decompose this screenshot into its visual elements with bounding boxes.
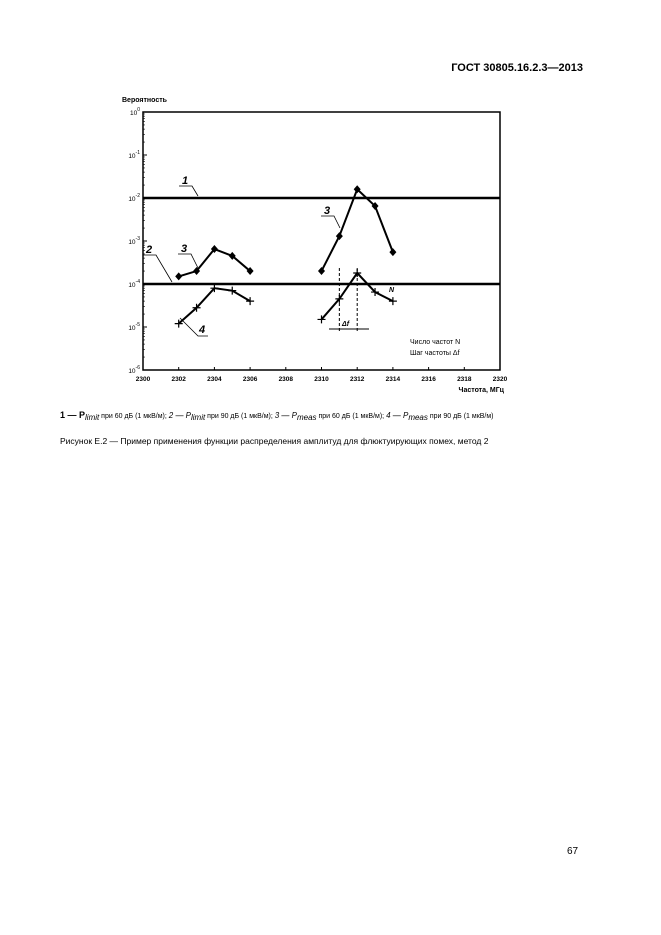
x-tick-label: 2306 bbox=[243, 376, 258, 383]
series-4-point bbox=[388, 297, 397, 306]
series-4-point bbox=[246, 297, 255, 306]
legend-3: 3 — P bbox=[274, 411, 297, 420]
series-3-point bbox=[318, 267, 325, 276]
callout-3a: 3 bbox=[181, 243, 187, 255]
x-tick-label: 2302 bbox=[171, 376, 186, 383]
y-tick-label: 10-2 bbox=[128, 193, 140, 203]
series-4-point bbox=[371, 288, 380, 297]
x-tick-label: 2320 bbox=[493, 376, 508, 383]
x-tick-label: 2308 bbox=[279, 376, 294, 383]
note-n: Число частот N bbox=[410, 339, 460, 346]
y-tick-label: 10-6 bbox=[128, 365, 140, 375]
legend-1-sub: limit bbox=[85, 413, 100, 423]
y-tick-label: 10-4 bbox=[128, 279, 140, 289]
series-3-point bbox=[175, 272, 183, 281]
callout-3b: 3 bbox=[324, 205, 330, 217]
callout-1: 1 bbox=[182, 175, 188, 187]
legend-4-sub: meas bbox=[408, 413, 428, 423]
x-tick-label: 2316 bbox=[421, 376, 436, 383]
legend-1: 1 — P bbox=[60, 410, 86, 420]
series-3-point bbox=[371, 202, 379, 211]
legend-3-sub: meas bbox=[296, 413, 317, 423]
legend-1-text: при 60 дБ (1 мкВ/м); bbox=[99, 413, 169, 420]
x-tick-label: 2300 bbox=[136, 376, 151, 383]
callout-1-leader bbox=[179, 185, 199, 197]
x-tick-label: 2304 bbox=[207, 376, 222, 383]
series-4-point bbox=[174, 319, 183, 328]
callout-3b-leader bbox=[321, 215, 341, 229]
probability-chart: Вероятность Частота, МГц 2300 2302 2304 2306 2… bbox=[122, 97, 508, 394]
callout-4: 4 bbox=[198, 324, 205, 336]
series-3-point bbox=[353, 185, 361, 194]
y-tick-label: 10-5 bbox=[128, 322, 140, 332]
note-df: Шаг частоты Δf bbox=[410, 350, 460, 357]
df-label: Δf bbox=[341, 321, 350, 328]
y-tick-label: 10-3 bbox=[128, 236, 140, 246]
series-4-point bbox=[317, 315, 326, 324]
callout-2-leader bbox=[143, 254, 173, 283]
legend-2-text: при 90 дБ (1 мкВ/м); bbox=[205, 413, 275, 420]
y-tick-label: 100 bbox=[130, 107, 140, 117]
series-3-point bbox=[228, 251, 236, 260]
series-3-point bbox=[210, 245, 218, 254]
series-4-point bbox=[228, 286, 237, 295]
x-tick-label: 2312 bbox=[350, 376, 365, 383]
series-4-point bbox=[192, 303, 201, 312]
callout-3a-leader bbox=[178, 253, 199, 269]
series-3-point bbox=[389, 248, 397, 257]
page-number: 67 bbox=[567, 846, 579, 857]
plot-frame bbox=[142, 111, 501, 371]
figure-legend: 1 — Plimit при 60 дБ (1 мкВ/м); 2 — Plim… bbox=[60, 410, 494, 422]
series-4-point bbox=[210, 284, 219, 293]
legend-3-text: при 60 дБ (1 мкВ/м); bbox=[316, 413, 387, 420]
legend-4-text: при 90 дБ (1 мкВ/м) bbox=[427, 413, 494, 420]
series-4-line bbox=[178, 287, 251, 325]
legend-4: 4 — P bbox=[386, 411, 409, 420]
y-axis-label: Вероятность bbox=[122, 97, 168, 104]
x-axis-label: Частота, МГц bbox=[459, 387, 505, 394]
x-tick-label: 2314 bbox=[386, 376, 401, 383]
series-3-line bbox=[178, 247, 251, 278]
legend-2: 2 — P bbox=[168, 411, 191, 420]
n-label: N bbox=[389, 287, 395, 294]
document-header: ГОСТ 30805.16.2.3—2013 bbox=[451, 62, 583, 74]
series-3-point bbox=[335, 232, 343, 241]
x-tick-label: 2318 bbox=[457, 376, 472, 383]
legend-2-sub: limit bbox=[191, 413, 206, 423]
series-3-line bbox=[320, 187, 394, 272]
callout-2: 2 bbox=[145, 244, 152, 256]
series-3-point bbox=[246, 267, 254, 276]
series-3-point bbox=[193, 267, 201, 276]
callout-4-leader bbox=[179, 317, 208, 337]
figure-caption: Рисунок Е.2 — Пример применения функции … bbox=[60, 436, 489, 446]
y-tick-label: 10-1 bbox=[128, 150, 140, 160]
x-tick-label: 2310 bbox=[314, 376, 329, 383]
